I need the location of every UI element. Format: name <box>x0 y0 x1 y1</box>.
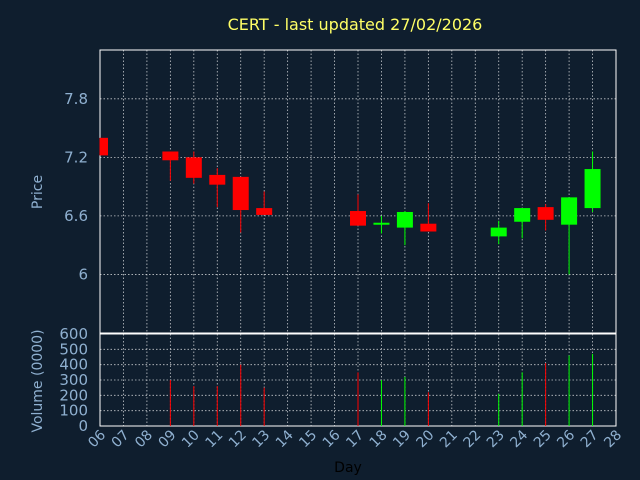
volume-tick-label: 300 <box>59 371 88 389</box>
x-tick-label: 07 <box>109 427 133 451</box>
candle-body <box>420 223 437 232</box>
grid <box>100 50 616 426</box>
volume-tick-label: 400 <box>59 356 88 374</box>
price-axis-label: Price <box>30 175 46 209</box>
chart-title: CERT - last updated 27/02/2026 <box>228 15 483 34</box>
x-tick-label: 18 <box>367 427 391 451</box>
x-tick-label: 24 <box>507 427 531 451</box>
volume-bars <box>169 353 594 426</box>
x-tick-label: 25 <box>531 427 555 451</box>
x-tick-label: 21 <box>437 427 461 451</box>
volume-tick-label: 200 <box>59 386 88 404</box>
x-tick-label: 20 <box>414 427 438 451</box>
x-tick-label: 10 <box>179 427 203 451</box>
x-tick-label: 06 <box>85 427 109 451</box>
candle-body <box>185 157 202 178</box>
x-tick-label: 15 <box>296 427 320 451</box>
x-tick-label: 12 <box>226 427 250 451</box>
x-tick-label: 28 <box>601 427 625 451</box>
candle-body <box>232 176 249 211</box>
x-tick-label: 17 <box>343 427 367 451</box>
x-tick-label: 27 <box>578 427 602 451</box>
price-tick-label: 6.6 <box>64 207 88 225</box>
x-tick-label: 08 <box>132 427 156 451</box>
price-tick-label: 7.8 <box>64 90 88 108</box>
x-tick-label: 09 <box>156 427 180 451</box>
x-tick-label: 23 <box>484 427 508 451</box>
price-tick-label: 6 <box>78 265 88 283</box>
x-tick-label: 19 <box>390 427 414 451</box>
candle-body <box>256 208 273 215</box>
x-tick-label: 16 <box>320 427 344 451</box>
x-tick-label: 13 <box>249 427 273 451</box>
x-tick-label: 22 <box>460 427 484 451</box>
candle-body <box>100 137 108 156</box>
candle-body <box>209 174 226 185</box>
volume-tick-label: 500 <box>59 340 88 358</box>
x-tick-label: 26 <box>554 427 578 451</box>
candles <box>99 137 601 275</box>
candle-body <box>396 211 413 228</box>
x-tick-label: 14 <box>273 427 297 451</box>
x-axis-ticks: 06 07 08 09 10 11 12 13 14 15 16 17 18 19 20 21 22 23 24 25… <box>85 427 625 451</box>
candle-body <box>561 197 578 225</box>
candle-body <box>514 208 531 222</box>
x-axis-label: Day <box>334 460 362 476</box>
price-tick-label: 7.2 <box>64 148 88 166</box>
candle-body <box>584 169 601 209</box>
candle-body <box>350 211 366 226</box>
volume-tick-label: 600 <box>59 325 88 343</box>
candle-body <box>373 222 390 225</box>
volume-tick-label: 0 <box>78 417 88 435</box>
volume-axis-label: Volume (0000) <box>30 329 46 432</box>
candle-body <box>537 207 554 220</box>
volume-tick-label: 100 <box>59 402 88 420</box>
candle-body <box>162 151 179 161</box>
x-tick-label: 11 <box>202 427 226 451</box>
candle-body <box>490 227 507 237</box>
